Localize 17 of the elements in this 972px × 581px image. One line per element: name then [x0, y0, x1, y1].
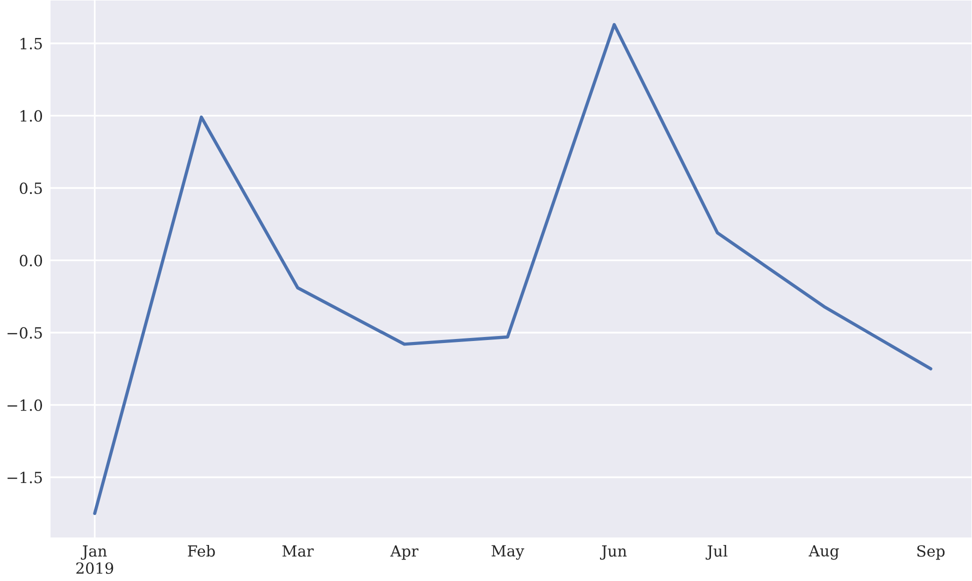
y-tick-label: −0.5: [8, 327, 42, 339]
x-tick-label: Sep: [917, 545, 945, 560]
y-tick-label: −1.0: [8, 399, 42, 411]
y-tick-label: 1.5: [20, 38, 42, 50]
x-tick-label: Aug: [808, 545, 839, 560]
y-tick-label: 0.5: [20, 182, 42, 194]
y-tick-label: 0.0: [20, 254, 42, 266]
x-tick-label: Feb: [188, 544, 215, 557]
y-tick-label: −1.5: [8, 472, 42, 484]
x-tick-label: Jun: [600, 545, 627, 560]
x-tick-label: May: [492, 545, 524, 560]
x-tick-label: Mar: [282, 545, 314, 557]
x-tick-label: Jan 2019: [76, 545, 114, 574]
y-tick-label: 1.0: [20, 110, 42, 122]
x-tick-label: Jul: [706, 544, 728, 560]
line-series: [93, 22, 932, 516]
x-tick-label: Apr: [390, 545, 418, 560]
